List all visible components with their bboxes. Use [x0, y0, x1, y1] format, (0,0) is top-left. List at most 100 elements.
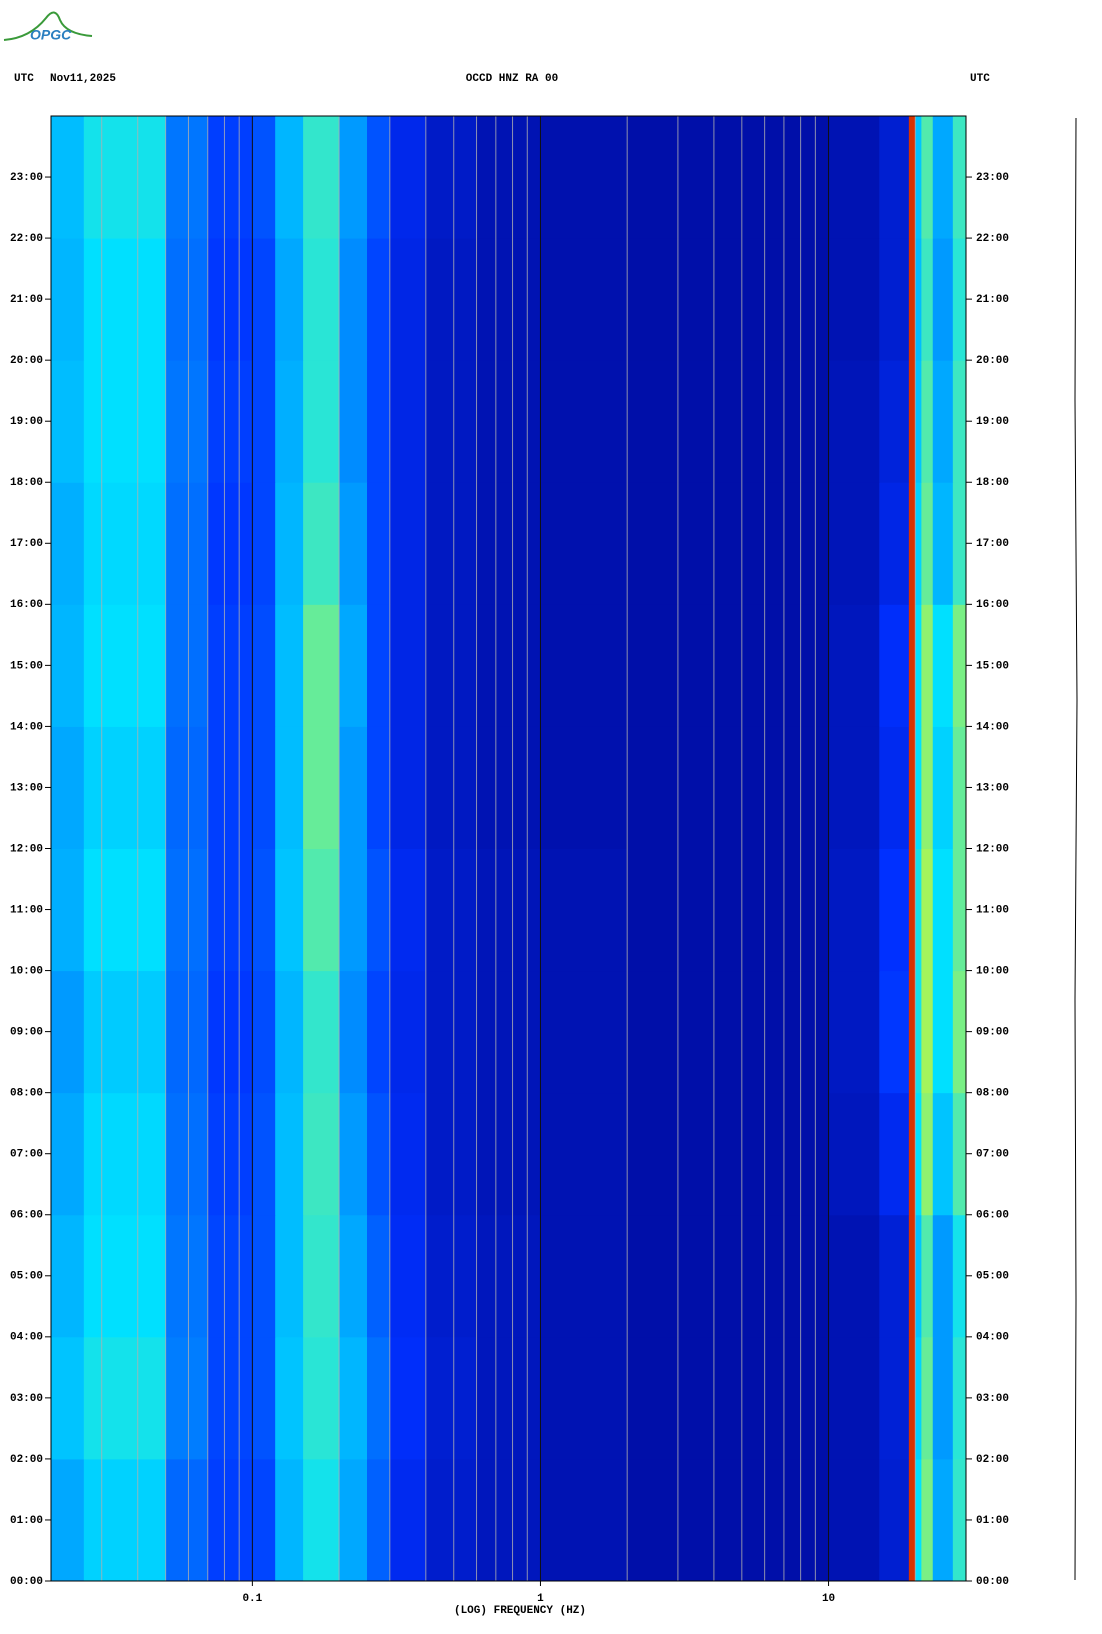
cell [339, 1092, 368, 1216]
cell [83, 1458, 167, 1582]
cell [425, 116, 478, 239]
cell [741, 1336, 830, 1460]
logo-swoosh [3, 11, 93, 41]
cell [879, 1336, 910, 1460]
cell [252, 726, 276, 849]
x-tick-label: 10 [822, 1593, 835, 1605]
cell [627, 970, 743, 1094]
cell [921, 238, 934, 361]
cell [952, 726, 967, 849]
cell [627, 726, 743, 849]
cell [828, 848, 880, 972]
x-tick-label: 0.1 [242, 1593, 262, 1605]
cell [252, 1458, 276, 1582]
cell [627, 848, 743, 972]
cell [339, 116, 368, 239]
cell [627, 1214, 743, 1338]
cell [303, 848, 340, 972]
cell [915, 848, 922, 972]
cell [932, 360, 954, 483]
cell [932, 1336, 954, 1460]
cell [828, 604, 880, 727]
y-tick-label: 10:00 [10, 965, 43, 977]
cell [908, 1458, 916, 1582]
cell [252, 360, 276, 483]
cell [952, 1458, 967, 1582]
cell [952, 848, 967, 972]
cell [627, 1458, 743, 1582]
y-tick-label: 02:00 [10, 1454, 43, 1466]
cell [627, 116, 743, 239]
cell [303, 1092, 340, 1216]
cell [83, 116, 167, 239]
cell [207, 360, 253, 483]
y-tick-label: 19:00 [976, 416, 1009, 428]
cell [367, 848, 391, 972]
y-tick-label: 22:00 [10, 233, 43, 245]
cell [339, 1458, 368, 1582]
cell [275, 238, 304, 361]
cell [741, 116, 830, 239]
cell [165, 360, 209, 483]
cell [915, 1458, 922, 1582]
cell [908, 726, 916, 849]
cell [921, 360, 934, 483]
cell [303, 1214, 340, 1338]
cell [389, 848, 427, 972]
cell [908, 1214, 916, 1338]
cell [207, 238, 253, 361]
y-tick-label: 23:00 [10, 172, 43, 184]
cell [828, 482, 880, 605]
y-tick-label: 18:00 [10, 477, 43, 489]
cell [83, 1092, 167, 1216]
chart-title: OCCD HNZ RA 00 [466, 73, 558, 85]
y-tick-label: 12:00 [10, 843, 43, 855]
y-label-left: UTC [14, 73, 34, 85]
cell [741, 970, 830, 1094]
cell [915, 116, 922, 239]
cell [921, 1092, 934, 1216]
y-tick-label: 08:00 [976, 1088, 1009, 1100]
cell [367, 360, 391, 483]
cell [915, 482, 922, 605]
date: Nov11,2025 [50, 73, 116, 85]
y-tick-label: 13:00 [976, 782, 1009, 794]
cell [339, 238, 368, 361]
cell [741, 1458, 830, 1582]
cell [540, 1214, 628, 1338]
cell [303, 970, 340, 1094]
cell [389, 970, 427, 1094]
cell [275, 604, 304, 727]
cell [303, 604, 340, 727]
cell [540, 238, 628, 361]
y-tick-label: 20:00 [10, 355, 43, 367]
cell [540, 1458, 628, 1582]
cell [252, 970, 276, 1094]
cell [275, 482, 304, 605]
y-tick-label: 21:00 [976, 294, 1009, 306]
y-tick-label: 18:00 [976, 477, 1009, 489]
cell [879, 970, 910, 1094]
cell [389, 726, 427, 849]
cell [627, 604, 743, 727]
cell [339, 1336, 368, 1460]
cell [252, 1214, 276, 1338]
cell [932, 604, 954, 727]
cell [275, 1092, 304, 1216]
y-tick-label: 01:00 [10, 1515, 43, 1527]
cell [879, 726, 910, 849]
cell [252, 604, 276, 727]
cell [275, 1214, 304, 1338]
cell [389, 482, 427, 605]
cell [83, 970, 167, 1094]
cell [741, 482, 830, 605]
cell [828, 726, 880, 849]
cell [389, 238, 427, 361]
cell [51, 970, 85, 1094]
cell [275, 116, 304, 239]
cell [207, 482, 253, 605]
cell [252, 1336, 276, 1460]
cell [165, 970, 209, 1094]
cell [921, 970, 934, 1094]
cell [921, 1336, 934, 1460]
